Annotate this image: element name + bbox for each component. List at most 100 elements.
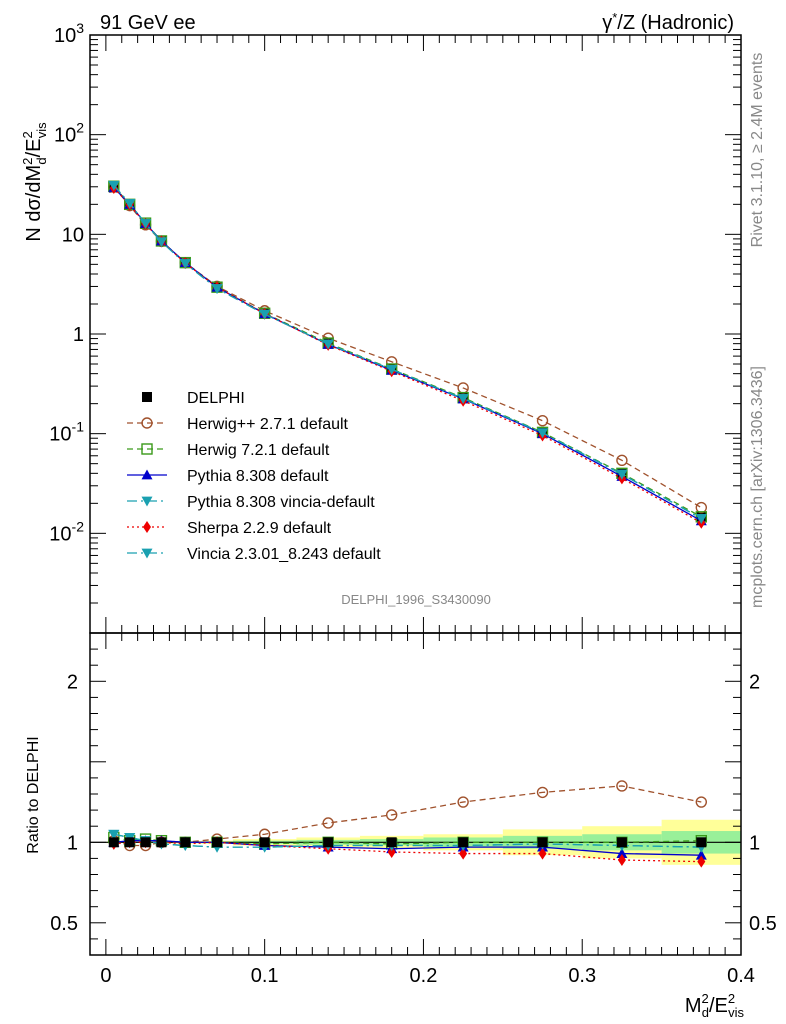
mcplots-label: mcplots.cern.ch [arXiv:1306.3436]	[749, 366, 766, 608]
main-ytick-label-base: 10	[49, 523, 71, 545]
xlabel-sup2: 2	[728, 991, 735, 1006]
header-right-prefix: γ	[602, 12, 612, 34]
xlabel-sub1: d	[702, 1005, 709, 1020]
main-ytick-label-base: 10	[54, 25, 76, 47]
main-ylabel-sup2: 2	[20, 131, 35, 138]
ratio-point-sherpa	[697, 855, 706, 868]
point-vincia	[386, 365, 398, 375]
point-vincia	[140, 219, 152, 230]
legend-label-pythia_vincia: Pythia 8.308 vincia-default	[187, 494, 375, 511]
ratio-data-point	[323, 837, 334, 848]
main-ytick-label: 1	[73, 324, 84, 346]
ratio-point-sherpa	[459, 847, 468, 860]
legend-label-herwigpp: Herwig++ 2.7.1 default	[187, 416, 349, 433]
point-herwigpp	[616, 454, 628, 467]
ratio-data-point	[124, 837, 135, 848]
xlabel: M2 d/E2 vis	[685, 991, 745, 1020]
ratio-data-point	[156, 837, 167, 848]
ratio-point-herwigpp	[457, 796, 469, 808]
xtick-label: 0.4	[727, 965, 755, 987]
point-vincia	[211, 284, 223, 294]
point-vincia	[616, 469, 628, 480]
legend: DELPHI Herwig++ 2.7.1 default Herwig 7.2.1…	[127, 390, 381, 563]
main-ytick-label-exp: 2	[76, 120, 84, 136]
xlabel-a: M	[685, 995, 702, 1017]
header-right-suffix: /Z (Hadronic)	[617, 12, 734, 34]
main-ytick-label: 10-2	[49, 518, 84, 545]
point-vincia	[537, 428, 549, 439]
legend-label-sherpa: Sherpa 2.2.9 default	[187, 520, 332, 537]
point-vincia	[259, 309, 271, 320]
xtick-label: 0.1	[251, 965, 279, 987]
point-vincia	[695, 514, 707, 525]
legend-marker-vincia	[141, 548, 153, 559]
legend-label-vincia: Vincia 2.3.01_8.243 default	[187, 546, 381, 563]
ratio-point-herwigpp	[695, 796, 708, 808]
ratio-data-point	[616, 837, 627, 848]
ratio-data-point	[386, 837, 397, 848]
legend-marker-herwigpp	[141, 417, 153, 429]
legend-marker-data	[142, 392, 152, 402]
legend-label-pythia: Pythia 8.308 default	[187, 468, 329, 485]
ratio-ylabel: Ratio to DELPHI	[25, 736, 42, 853]
legend-marker-herwig7	[141, 443, 153, 455]
xlabel-sup1: 2	[702, 991, 709, 1006]
point-vincia	[179, 259, 191, 270]
ratio-ytick-label-right: 2	[749, 671, 760, 693]
xtick-label: 0	[100, 965, 111, 987]
legend-label-data: DELPHI	[187, 390, 245, 407]
ratio-ytick-label-left: 1	[67, 832, 78, 854]
legend-marker-sherpa	[143, 521, 151, 533]
xlabel-b: /E	[709, 995, 728, 1017]
point-vincia	[155, 237, 167, 248]
ratio-point-herwigpp	[385, 809, 398, 821]
header-right: γ*/Z (Hadronic)	[602, 10, 734, 34]
main-ylabel-sub2: vis	[34, 122, 49, 138]
ratio-data-point	[259, 837, 270, 848]
point-herwigpp	[695, 501, 708, 514]
series-line-herwigpp	[113, 186, 702, 509]
point-vincia	[108, 180, 120, 191]
ratio-panel-series	[90, 780, 741, 868]
ratio-point-vincia	[108, 829, 120, 840]
ratio-data-point	[140, 837, 151, 848]
main-frame	[89, 34, 742, 634]
header-left: 91 GeV ee	[100, 12, 196, 34]
ratio-point-sherpa	[538, 847, 547, 860]
ratio-ytick-label-left: 0.5	[50, 913, 78, 935]
main-ylabel-a: N dσ/dM	[23, 165, 45, 242]
ratio-point-herwigpp	[322, 817, 334, 829]
ratio-ytick-label-right: 1	[749, 832, 760, 854]
main-ytick-label: 103	[54, 20, 84, 47]
ratio-data-point	[458, 837, 469, 848]
main-panel-series	[108, 180, 708, 529]
point-herwigpp	[536, 414, 549, 427]
main-ytick-label: 10	[62, 224, 84, 246]
header-right-sup: *	[612, 10, 617, 25]
ratio-point-herwigpp	[536, 786, 549, 799]
ratio-data-point	[180, 837, 191, 848]
ratio-data-point	[537, 837, 548, 848]
legend-label-herwig7: Herwig 7.2.1 default	[187, 442, 330, 459]
xlabel-sub2: vis	[728, 1005, 744, 1020]
main-ytick-label: 102	[54, 120, 84, 147]
point-vincia	[457, 394, 469, 404]
ratio-point-herwigpp	[616, 780, 628, 792]
ratio-point-pythia	[695, 849, 707, 860]
main-ylabel: N dσ/dM2d/E2vis	[20, 122, 49, 242]
ratio-frame	[89, 632, 742, 956]
ratio-ytick-label-right: 0.5	[749, 913, 777, 935]
main-ytick-label-base: 10	[54, 125, 76, 147]
point-vincia	[322, 339, 334, 350]
analysis-watermark: DELPHI_1996_S3430090	[341, 592, 491, 607]
ratio-ytick-label-left: 2	[67, 671, 78, 693]
main-ylabel-sup1: 2	[20, 158, 35, 165]
main-ylabel-b: /E	[23, 138, 45, 157]
point-vincia	[124, 199, 136, 209]
main-ylabel-sub1: d	[34, 157, 49, 164]
main-ytick-label-base: 10	[49, 424, 71, 446]
ratio-data-point	[108, 837, 119, 848]
main-ytick-label-exp: -2	[72, 518, 85, 534]
